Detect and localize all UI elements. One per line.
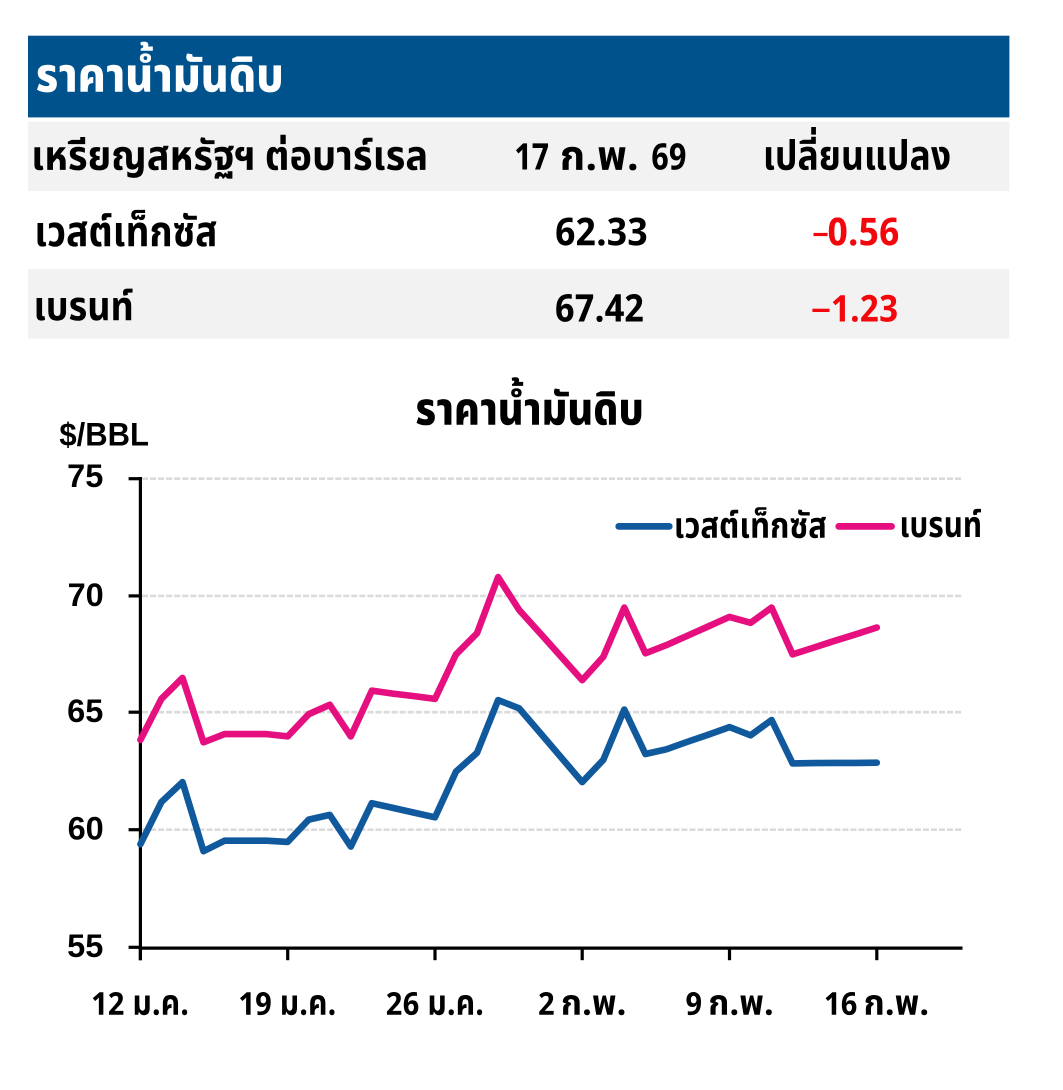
svg-text:55: 55 (67, 928, 103, 964)
svg-text:$/BBL: $/BBL (59, 416, 149, 453)
svg-text:75: 75 (67, 458, 103, 494)
svg-text:60: 60 (68, 811, 104, 847)
svg-text:70: 70 (68, 577, 104, 613)
svg-text:65: 65 (67, 693, 103, 729)
